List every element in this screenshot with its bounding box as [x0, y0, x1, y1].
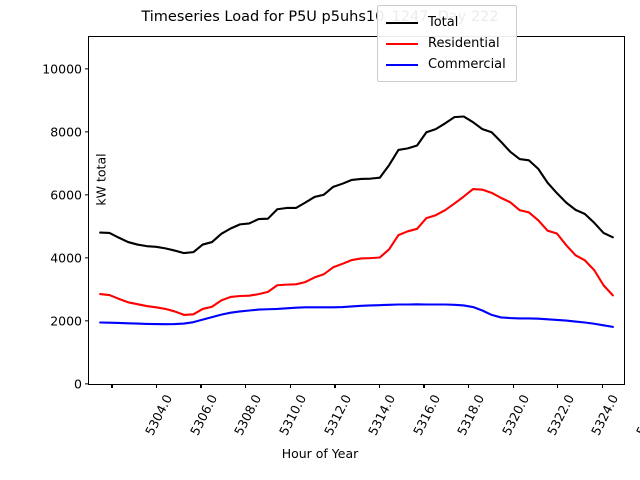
y-tick-mark	[85, 383, 89, 385]
plot-area: kW total 0 2000 4000 6000 8000 10000 5304.0 5306…	[42, 36, 640, 438]
y-tick-mark	[85, 257, 89, 259]
x-tick-mark	[155, 384, 158, 388]
x-tick-mark	[289, 384, 291, 388]
x-tick-label: 5320.0	[498, 392, 533, 438]
x-tick-mark	[512, 384, 514, 388]
x-tick-mark	[557, 384, 559, 388]
plot-lines	[99, 115, 614, 328]
y-tick-mark	[85, 320, 89, 322]
x-tick-mark	[245, 384, 247, 388]
y-tick-label: 8000	[50, 124, 82, 140]
x-tick-label: 5306.0	[186, 392, 220, 438]
legend-entry-commercial[interactable]: Commercial	[386, 54, 506, 75]
y-tick-mark	[85, 194, 89, 196]
legend-swatch-residential	[386, 42, 418, 45]
x-tick-mark	[423, 384, 425, 388]
legend-swatch-total	[386, 21, 418, 24]
x-tick-label: 5324.0	[588, 392, 622, 438]
legend-entry-total[interactable]: Total	[386, 12, 506, 33]
x-tick-label: 5318.0	[454, 392, 488, 438]
series-line-total	[99, 115, 614, 255]
series-line-commercial	[99, 303, 614, 328]
y-tick-label: 6000	[50, 187, 82, 203]
x-tick-mark	[467, 384, 470, 388]
x-tick-label: 5312.0	[320, 392, 354, 438]
x-tick-mark	[334, 384, 336, 388]
x-tick-label: 5308.0	[231, 392, 265, 438]
y-tick-label: 10000	[42, 61, 82, 77]
legend-entry-residential[interactable]: Residential	[386, 33, 506, 54]
x-axis-label: Hour of Year	[281, 446, 359, 461]
legend-label: Commercial	[428, 57, 506, 72]
x-tick-label: 5310.0	[275, 392, 310, 438]
x-tick-label: 5304.0	[142, 392, 176, 438]
x-tick-mark	[200, 384, 202, 388]
y-tick-mark	[85, 130, 89, 133]
series-line-residential	[99, 188, 614, 316]
x-tick-mark	[111, 384, 113, 388]
x-tick-label: 5326.0	[632, 392, 640, 438]
x-tick-label: 5316.0	[409, 392, 443, 438]
legend-swatch-commercial	[386, 63, 418, 66]
chart-legend: Total Residential Commercial	[377, 5, 517, 82]
y-tick-mark	[85, 67, 89, 70]
chart-title: Timeseries Load for P5U p5uhs10_1247 Day…	[141, 9, 499, 25]
x-tick-mark	[601, 384, 603, 388]
legend-label: Total	[428, 15, 459, 30]
x-tick-mark	[378, 384, 381, 388]
legend-label: Residential	[428, 36, 500, 51]
x-tick-label: 5322.0	[543, 392, 577, 438]
y-axis-label: kW total	[93, 153, 109, 206]
y-tick-label: 0	[74, 376, 82, 392]
y-tick-label: 2000	[50, 313, 82, 329]
x-tick-label: 5314.0	[365, 392, 399, 438]
y-tick-label: 4000	[50, 250, 82, 266]
